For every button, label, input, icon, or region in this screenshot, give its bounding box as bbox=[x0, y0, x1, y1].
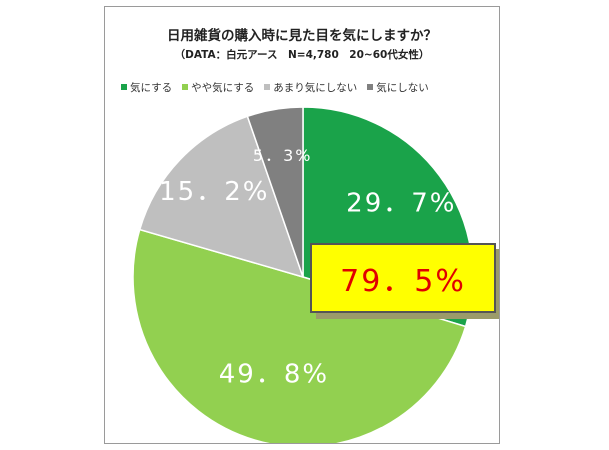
legend-item: あまり気にしない bbox=[264, 80, 357, 94]
slice-value-label: 5．3% bbox=[253, 146, 313, 165]
slice-value-label: 15．2% bbox=[159, 177, 269, 207]
chart-subtitle: （DATA：白元アース N=4,780 20~60代女性） bbox=[174, 49, 430, 61]
chart-title: 日用雑貨の購入時に見た目を気にしますか？ bbox=[167, 28, 437, 44]
legend-item: 気にする bbox=[121, 80, 172, 94]
legend-swatch bbox=[367, 84, 374, 90]
legend: 気にする やや気にする あまり気にしない 気にしない bbox=[121, 80, 429, 94]
legend-item: 気にしない bbox=[367, 80, 429, 94]
legend-swatch bbox=[121, 84, 127, 90]
pie-chart: 29．7% 49．8% 15．2% 5．3% bbox=[132, 106, 474, 443]
legend-label: 気にしない bbox=[376, 81, 429, 94]
legend-label: あまり気にしない bbox=[273, 81, 358, 94]
slice-value-label: 29．7% bbox=[346, 189, 456, 219]
chart-frame: 日用雑貨の購入時に見た目を気にしますか？ （DATA：白元アース N=4,780… bbox=[104, 6, 500, 444]
pie-slice bbox=[246, 106, 304, 278]
legend-swatch bbox=[182, 84, 189, 90]
pie-slice bbox=[138, 115, 305, 279]
pie-slice bbox=[132, 228, 467, 443]
legend-label: 気にする bbox=[130, 81, 173, 94]
legend-label: やや気にする bbox=[191, 81, 255, 94]
legend-swatch bbox=[264, 84, 271, 90]
total-callout-value: 79．5% bbox=[340, 264, 466, 299]
slice-value-label: 49．8% bbox=[219, 359, 329, 389]
total-callout: 79．5% bbox=[310, 243, 496, 313]
legend-item: やや気にする bbox=[182, 80, 254, 94]
